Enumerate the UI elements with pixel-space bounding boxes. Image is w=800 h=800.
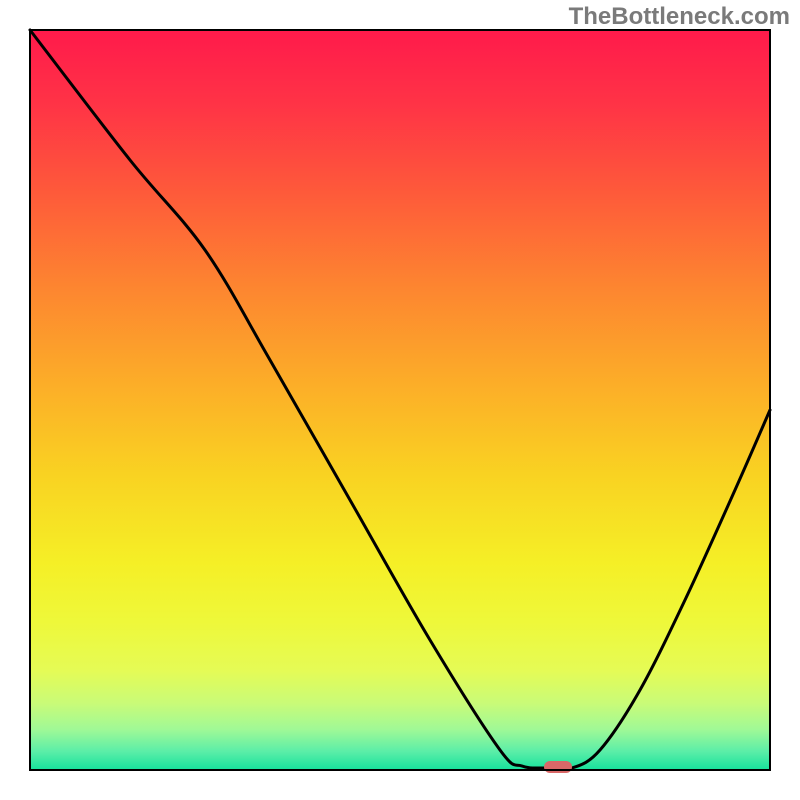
minimum-marker (544, 761, 572, 773)
watermark-text: TheBottleneck.com (569, 3, 790, 30)
plot-area-background (30, 30, 770, 770)
bottleneck-chart: TheBottleneck.com (0, 0, 800, 800)
